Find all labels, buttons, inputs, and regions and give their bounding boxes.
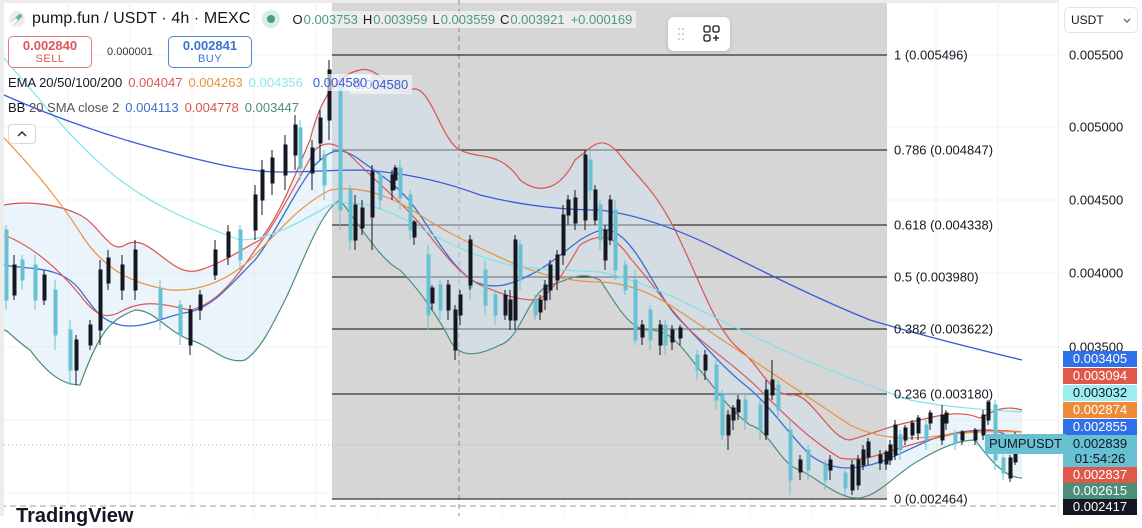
- chart-plot-area[interactable]: [0, 0, 1058, 516]
- symbol-price-label: PUMPUSDT: [985, 434, 1066, 454]
- bb-indicator-legend[interactable]: BB 20 SMA close 2 0.004113 0.004778 0.00…: [8, 96, 636, 118]
- left-border: [0, 0, 4, 516]
- drag-handle-icon[interactable]: [677, 27, 685, 41]
- bb-lower-value: 0.003447: [244, 99, 300, 115]
- fib-lines: [332, 54, 887, 500]
- low-label: L: [432, 11, 440, 27]
- market-status-icon[interactable]: [262, 10, 281, 28]
- buy-label: BUY: [197, 53, 223, 66]
- symbol-title[interactable]: pump.fun / USDT · 4h · MEXC: [32, 10, 251, 27]
- currency-select[interactable]: USDT: [1064, 7, 1138, 33]
- fib-level-1[interactable]: 1 (0.005496): [894, 47, 968, 63]
- ema-100-price-tag: 0.003032: [1063, 385, 1137, 401]
- bar-countdown: 01:54:26: [1074, 451, 1126, 466]
- fib-level-0236[interactable]: 0.236 (0.003180): [894, 386, 994, 402]
- pumpfun-logo-icon: [9, 11, 25, 27]
- close-label: C: [499, 11, 510, 27]
- ema-20-price-tag: 0.003094: [1063, 368, 1137, 384]
- symbol-header: pump.fun / USDT · 4h · MEXC O0.003753 H0…: [8, 6, 637, 32]
- sell-label: SELL: [35, 53, 65, 66]
- price-tick: 0.005000: [1069, 119, 1124, 135]
- bb-upper-line: [3, 69, 1023, 441]
- bb-lower-price-tag: 0.002615: [1063, 483, 1137, 499]
- current-price-tag: 0.002839 01:54:26: [1063, 435, 1137, 467]
- chevron-down-icon: [1123, 18, 1131, 23]
- fib-level-0382[interactable]: 0.382 (0.003622): [894, 321, 994, 337]
- fib-retracement-region: [332, 3, 887, 499]
- ohlc-values: O0.003753 H0.003959 L0.003559 C0.003921 …: [288, 10, 637, 28]
- bb-upper-price-tag: 0.002837: [1063, 467, 1137, 483]
- candlesticks: [4, 60, 1018, 495]
- ema-indicator-legend[interactable]: EMA 20/50/100/200 0.004047 0.004263 0.00…: [8, 71, 636, 93]
- ema-20-value: 0.004047: [128, 74, 183, 90]
- bb-name-params: 20 SMA close 2: [28, 99, 120, 115]
- fib-level-0786[interactable]: 0.786 (0.004847): [894, 142, 994, 158]
- high-label: H: [362, 11, 373, 27]
- high-value: 0.003959: [373, 11, 428, 27]
- currency-value: USDT: [1071, 13, 1104, 27]
- current-price: 0.002839: [1072, 436, 1128, 451]
- price-tick: 0.004500: [1069, 192, 1124, 208]
- bb-basis-price-tag: 0.002855: [1063, 419, 1137, 435]
- ema-200-price-tag: 0.003405: [1063, 351, 1137, 367]
- open-value: 0.003753: [303, 11, 358, 27]
- spread-value: 0.000001: [107, 46, 153, 58]
- trade-panel: 0.002840 SELL 0.000001 0.002841 BUY: [8, 36, 636, 68]
- open-label: O: [292, 11, 303, 27]
- price-axis[interactable]: USDT 0.005500 0.005000 0.004500 0.004000…: [1058, 0, 1142, 516]
- chevron-up-icon: [17, 131, 27, 137]
- sell-button[interactable]: 0.002840 SELL: [8, 36, 92, 68]
- ema-200-line: [3, 94, 1023, 361]
- ema-50-price-tag: 0.002874: [1063, 402, 1137, 418]
- add-widget-icon[interactable]: [703, 25, 721, 43]
- ema-100-line: [3, 57, 1023, 413]
- collapse-legend-button[interactable]: [8, 124, 36, 144]
- ema-indicator-name[interactable]: EMA 20/50/100/200: [8, 74, 123, 90]
- bb-name-bold: BB: [8, 99, 26, 115]
- bb-lower-line: [3, 199, 1023, 499]
- ema-100-value: 0.004356: [248, 74, 303, 90]
- sell-price: 0.002840: [22, 37, 78, 53]
- buy-button[interactable]: 0.002841 BUY: [168, 36, 252, 68]
- bb-upper-value: 0.004778: [184, 99, 239, 115]
- tradingview-watermark: TradingView: [16, 505, 134, 527]
- fib-level-0[interactable]: 0 (0.002464): [894, 491, 968, 507]
- price-tick: 0.003500: [1069, 339, 1124, 355]
- top-border: [0, 0, 1142, 3]
- low-value: 0.003559: [440, 11, 495, 27]
- floating-toolbar: [668, 17, 730, 51]
- fib-level-0618[interactable]: 0.618 (0.004338): [894, 217, 994, 233]
- ema-50-value: 0.004263: [188, 74, 243, 90]
- fib-level-05[interactable]: 0.5 (0.003980): [894, 269, 979, 285]
- low-price-tag: 0.002417: [1063, 499, 1137, 515]
- price-tick: 0.005500: [1069, 47, 1124, 63]
- chart-legend: pump.fun / USDT · 4h · MEXC O0.003753 H0…: [8, 6, 637, 144]
- ema-200-value: 0.004580: [312, 74, 368, 90]
- bb-indicator-name[interactable]: BB 20 SMA close 2: [8, 100, 119, 115]
- close-value: 0.003921: [510, 11, 565, 27]
- change-value: +0.000169: [570, 11, 633, 27]
- buy-price: 0.002841: [182, 37, 238, 53]
- bb-basis-value: 0.004113: [125, 99, 179, 115]
- price-tick: 0.004000: [1069, 265, 1124, 281]
